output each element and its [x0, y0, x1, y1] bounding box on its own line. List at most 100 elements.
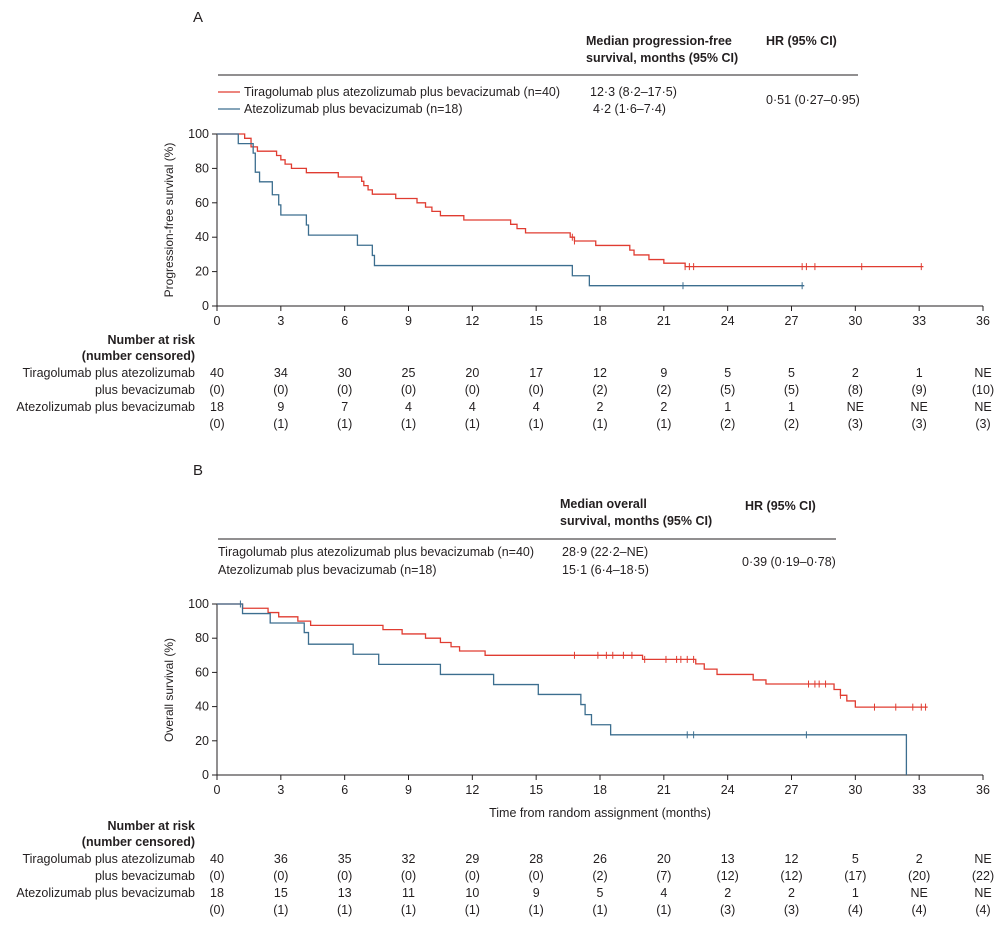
panel-b-risk-g1-censored: (0) [209, 869, 224, 883]
panel-a-x-tick-label: 6 [341, 314, 348, 328]
panel-b-risk-g2-atrisk: 18 [210, 886, 224, 900]
panel-b-risk-g1-atrisk: 32 [402, 852, 416, 866]
panel-b-risk-group1-line1: Tiragolumab plus atezolizumab [22, 852, 195, 866]
panel-b-risk-g2-atrisk: 4 [660, 886, 667, 900]
panel-a-hr-header: HR (95% CI) [766, 34, 837, 48]
panel-a-risk-g2-censored: (1) [273, 417, 288, 431]
panel-b-risk-g1-atrisk: 29 [465, 852, 479, 866]
panel-b-x-axis-label: Time from random assignment (months) [489, 806, 711, 820]
panel-a-hr-value: 0·51 (0·27–0·95) [766, 93, 860, 107]
panel-a-risk-g1-censored: (0) [401, 383, 416, 397]
panel-b-x-tick-label: 21 [657, 783, 671, 797]
panel-b-risk-g2-censored: (4) [912, 903, 927, 917]
panel-b-risk-g1-atrisk: 26 [593, 852, 607, 866]
panel-a-risk-g2-atrisk: NE [910, 400, 927, 414]
panel-b-risk-g2-atrisk: 2 [724, 886, 731, 900]
panel-a-risk-g2-atrisk: 2 [660, 400, 667, 414]
panel-a-risk-g2-censored: (0) [209, 417, 224, 431]
panel-a-risk-g1-atrisk: 1 [916, 366, 923, 380]
panel-a-risk-g2-atrisk: 1 [788, 400, 795, 414]
panel-b-risk-g1-atrisk: NE [974, 852, 991, 866]
panel-a-risk-g2-censored: (1) [592, 417, 607, 431]
panel-b-risk-g2-atrisk: 9 [533, 886, 540, 900]
panel-b-risk-g2-censored: (1) [656, 903, 671, 917]
panel-b-x-tick-label: 27 [785, 783, 799, 797]
panel-b-risk-g1-atrisk: 28 [529, 852, 543, 866]
panel-b-y-tick-label: 100 [188, 597, 209, 611]
panel-b-x-tick-label: 9 [405, 783, 412, 797]
panel-b: B Median overall survival, months (95% C… [16, 462, 994, 917]
panel-a-risk-g1-censored: (8) [848, 383, 863, 397]
panel-b-risk-g1-censored: (7) [656, 869, 671, 883]
panel-a-risk-g1-atrisk: 40 [210, 366, 224, 380]
panel-b-y-tick-label: 20 [195, 734, 209, 748]
panel-a-x-tick-label: 15 [529, 314, 543, 328]
panel-a-risk-g2-censored: (1) [401, 417, 416, 431]
panel-a-legend-atezolizumab: Atezolizumab plus bevacizumab (n=18) [244, 102, 463, 116]
panel-a-x-tick-label: 30 [848, 314, 862, 328]
panel-b-median-header-line1: Median overall [560, 497, 647, 511]
panel-a-risk-g2-atrisk: 4 [533, 400, 540, 414]
panel-b-risk-g1-atrisk: 2 [916, 852, 923, 866]
panel-b-curve-tiragolumab [217, 603, 928, 708]
panel-a-risk-group1-line1: Tiragolumab plus atezolizumab [22, 366, 195, 380]
panel-b-risk-g1-censored: (22) [972, 869, 994, 883]
panel-b-x-tick-label: 18 [593, 783, 607, 797]
panel-b-risk-g1-atrisk: 13 [721, 852, 735, 866]
panel-b-curve-atezolizumab [217, 603, 908, 775]
panel-b-risk-g1-atrisk: 5 [852, 852, 859, 866]
panel-b-y-tick-label: 60 [195, 665, 209, 679]
panel-b-risk-g2-atrisk: 11 [402, 886, 415, 900]
panel-b-x-tick-label: 12 [465, 783, 479, 797]
panel-b-risk-g2-atrisk: NE [910, 886, 927, 900]
panel-b-median-atezolizumab: 15·1 (6·4–18·5) [562, 563, 649, 577]
panel-a-risk-g2-atrisk: 9 [277, 400, 284, 414]
panel-b-x-tick-label: 36 [976, 783, 990, 797]
panel-b-risk-group2: Atezolizumab plus bevacizumab [16, 886, 195, 900]
panel-b-x-tick-label: 24 [721, 783, 735, 797]
panel-a-risk-g1-censored: (5) [784, 383, 799, 397]
panel-a-y-axis-label: Progression-free survival (%) [162, 143, 176, 298]
panel-a-x-tick-label: 9 [405, 314, 412, 328]
panel-b-risk-g1-atrisk: 40 [210, 852, 224, 866]
panel-a-y-tick-label: 40 [195, 230, 209, 244]
panel-b-x-tick-label: 0 [214, 783, 221, 797]
panel-b-risk-header-line1: Number at risk [107, 819, 195, 833]
panel-a-risk-g2-atrisk: NE [974, 400, 991, 414]
panel-a-risk-g1-atrisk: NE [974, 366, 991, 380]
panel-a-risk-g2-atrisk: 4 [405, 400, 412, 414]
panel-a-risk-g1-censored: (0) [273, 383, 288, 397]
panel-a-risk-g2-censored: (1) [465, 417, 480, 431]
panel-a-risk-g1-censored: (10) [972, 383, 994, 397]
panel-a-risk-g1-atrisk: 2 [852, 366, 859, 380]
panel-b-x-tick-label: 6 [341, 783, 348, 797]
panel-a-risk-g2-atrisk: 7 [341, 400, 348, 414]
panel-b-risk-g1-censored: (0) [337, 869, 352, 883]
panel-a-x-tick-label: 18 [593, 314, 607, 328]
panel-b-risk-g1-atrisk: 36 [274, 852, 288, 866]
panel-a-x-tick-label: 3 [277, 314, 284, 328]
panel-a-curve-tiragolumab [217, 133, 924, 268]
panel-a-risk-g2-atrisk: 18 [210, 400, 224, 414]
panel-b-x-tick-label: 15 [529, 783, 543, 797]
panel-a-risk-g1-censored: (9) [912, 383, 927, 397]
panel-a-x-tick-label: 0 [214, 314, 221, 328]
panel-a-risk-g1-censored: (2) [592, 383, 607, 397]
panel-a-y-tick-label: 100 [188, 127, 209, 141]
panel-a-y-tick-label: 80 [195, 161, 209, 175]
panel-a-risk-g1-atrisk: 12 [593, 366, 607, 380]
panel-a-risk-g2-censored: (3) [848, 417, 863, 431]
panel-b-risk-g1-censored: (0) [273, 869, 288, 883]
panel-a-risk-g1-atrisk: 9 [660, 366, 667, 380]
panel-b-risk-g2-censored: (4) [848, 903, 863, 917]
panel-b-risk-table: 40 36 35 32 29 28 26 20 13 12 5 2 NE(0) (0) (0) (0) (0)(… [209, 852, 994, 917]
panel-a-x-tick-label: 24 [721, 314, 735, 328]
panel-a-risk-g2-atrisk: 1 [724, 400, 731, 414]
panel-a-x-tick-label: 33 [912, 314, 926, 328]
panel-b-risk-g2-atrisk: 5 [597, 886, 604, 900]
panel-b-y-tick-label: 40 [195, 700, 209, 714]
panel-a-risk-header-line2: (number censored) [82, 349, 195, 363]
panel-b-risk-g1-atrisk: 35 [338, 852, 352, 866]
